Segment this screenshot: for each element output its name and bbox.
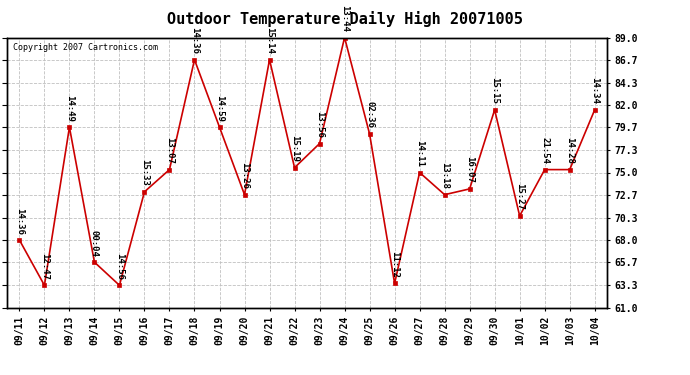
Text: 14:28: 14:28 xyxy=(565,137,574,164)
Text: 13:18: 13:18 xyxy=(440,162,449,189)
Text: 14:11: 14:11 xyxy=(415,140,424,167)
Text: 13:44: 13:44 xyxy=(340,5,349,32)
Text: 14:36: 14:36 xyxy=(15,208,24,234)
Text: 15:33: 15:33 xyxy=(140,159,149,186)
Text: 13:26: 13:26 xyxy=(240,162,249,189)
Text: 14:34: 14:34 xyxy=(590,77,599,104)
Text: 15:14: 15:14 xyxy=(265,27,274,54)
Text: 15:27: 15:27 xyxy=(515,183,524,210)
Text: 13:07: 13:07 xyxy=(165,137,174,164)
Text: 16:07: 16:07 xyxy=(465,156,474,183)
Text: Copyright 2007 Cartronics.com: Copyright 2007 Cartronics.com xyxy=(13,43,158,52)
Text: 15:15: 15:15 xyxy=(490,77,499,104)
Text: 15:19: 15:19 xyxy=(290,135,299,162)
Text: 14:59: 14:59 xyxy=(215,95,224,122)
Text: Outdoor Temperature Daily High 20071005: Outdoor Temperature Daily High 20071005 xyxy=(167,11,523,27)
Text: 11:12: 11:12 xyxy=(390,251,399,278)
Text: 12:47: 12:47 xyxy=(40,253,49,280)
Text: 02:36: 02:36 xyxy=(365,102,374,128)
Text: 14:56: 14:56 xyxy=(115,253,124,280)
Text: 00:04: 00:04 xyxy=(90,230,99,256)
Text: 14:36: 14:36 xyxy=(190,27,199,54)
Text: 14:49: 14:49 xyxy=(65,95,74,122)
Text: 13:56: 13:56 xyxy=(315,111,324,138)
Text: 21:54: 21:54 xyxy=(540,137,549,164)
